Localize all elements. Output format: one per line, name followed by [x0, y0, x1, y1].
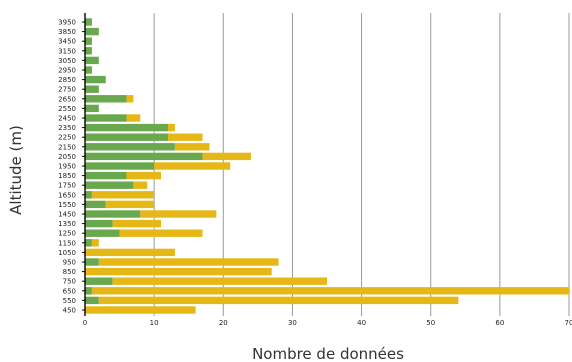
- x-axis-title: Nombre de données: [252, 345, 404, 362]
- bar-2450-series-2: [126, 114, 141, 122]
- bar-3450-series-1: [85, 37, 92, 45]
- bar-1550-series-1: [85, 200, 106, 209]
- bars: [85, 18, 570, 314]
- bar-1050-series-2: [85, 248, 175, 257]
- y-tick-label: 650: [63, 287, 76, 295]
- bar-1850-series-1: [85, 171, 127, 180]
- grid-lines: [153, 13, 570, 316]
- bar-1650-series-2: [91, 191, 155, 199]
- x-tick-label: 20: [219, 319, 228, 327]
- y-tick-label: 1750: [58, 182, 76, 190]
- bar-2150-series-2: [174, 143, 210, 151]
- y-tick-label: 3050: [58, 57, 76, 65]
- bar-1150-series-2: [91, 239, 99, 247]
- bar-2350-series-1: [85, 123, 168, 132]
- y-axis-title: Altitude (m): [7, 125, 25, 215]
- x-tick-label: 40: [357, 319, 366, 327]
- bar-3850-series-1: [85, 27, 99, 36]
- y-tick-label: 2550: [58, 105, 76, 113]
- x-tick-label: 50: [426, 319, 435, 327]
- x-tick-label: 0: [83, 319, 87, 327]
- bar-3050-series-1: [85, 56, 99, 65]
- bar-2550-series-1: [85, 104, 99, 113]
- y-tick-label: 1050: [58, 249, 76, 257]
- y-tick-label: 1650: [58, 191, 76, 199]
- bar-1550-series-2: [105, 200, 155, 209]
- bar-1350-series-1: [85, 219, 113, 228]
- y-tick-label: 2450: [58, 115, 76, 123]
- bar-1850-series-2: [126, 171, 162, 180]
- bar-750-series-1: [85, 277, 113, 285]
- bar-2050-series-1: [85, 152, 203, 161]
- y-tick-label: 1150: [58, 239, 76, 247]
- bar-2350-series-2: [167, 123, 175, 132]
- bar-3950-series-1: [85, 18, 92, 26]
- x-tick-label: 70: [565, 319, 572, 327]
- bar-650-series-2: [91, 287, 570, 295]
- bar-1650-series-1: [85, 191, 92, 199]
- bar-2650-series-2: [126, 95, 134, 103]
- y-tick-label: 3450: [58, 38, 76, 46]
- tick-labels: 0 10 20 30 40 50 60 704505506507508509501050115…: [58, 19, 572, 328]
- y-tick-label: 450: [63, 307, 76, 315]
- y-tick-label: 550: [63, 297, 76, 305]
- bar-2850-series-1: [85, 75, 106, 84]
- bar-550-series-1: [85, 296, 99, 305]
- bar-750-series-2: [112, 277, 328, 285]
- bar-650-series-1: [85, 287, 92, 295]
- y-tick-label: 1450: [58, 211, 76, 219]
- bar-1450-series-1: [85, 210, 141, 218]
- y-tick-label: 950: [63, 259, 76, 267]
- y-tick-label: 2650: [58, 95, 76, 103]
- y-tick-label: 750: [63, 278, 76, 286]
- bar-1150-series-1: [85, 239, 92, 247]
- y-tick-label: 1250: [58, 230, 76, 238]
- y-tick-label: 2950: [58, 67, 76, 75]
- bar-450-series-2: [85, 306, 196, 314]
- y-tick-label: 2850: [58, 76, 76, 84]
- x-tick-label: 60: [495, 319, 504, 327]
- bar-2250-series-1: [85, 133, 168, 141]
- bar-2450-series-1: [85, 114, 127, 122]
- y-tick-label: 1550: [58, 201, 76, 209]
- y-tick-label: 1350: [58, 220, 76, 228]
- y-tick-label: 2250: [58, 134, 76, 142]
- bar-1450-series-2: [140, 210, 217, 218]
- y-tick-label: 2150: [58, 143, 76, 151]
- bar-2050-series-2: [202, 152, 251, 161]
- y-tick-label: 3850: [58, 28, 76, 36]
- bar-1950-series-1: [85, 162, 155, 170]
- x-tick-label: 10: [150, 319, 159, 327]
- x-tick-label: 30: [288, 319, 297, 327]
- bar-550-series-2: [98, 296, 459, 305]
- bar-950-series-2: [98, 258, 279, 266]
- bar-1750-series-2: [133, 181, 148, 189]
- bar-1950-series-2: [154, 162, 231, 170]
- y-tick-label: 1850: [58, 172, 76, 180]
- bar-850-series-2: [85, 267, 272, 276]
- y-tick-label: 850: [63, 268, 76, 276]
- axes: [82, 13, 86, 316]
- bar-2750-series-1: [85, 85, 99, 93]
- y-tick-label: 2050: [58, 153, 76, 161]
- y-tick-label: 2350: [58, 124, 76, 132]
- bar-1350-series-2: [112, 219, 162, 228]
- bar-2150-series-1: [85, 143, 175, 151]
- bar-950-series-1: [85, 258, 99, 266]
- bar-1250-series-2: [119, 229, 203, 237]
- bar-1750-series-1: [85, 181, 134, 189]
- bar-2950-series-1: [85, 66, 92, 74]
- y-tick-label: 1950: [58, 163, 76, 171]
- y-tick-label: 2750: [58, 86, 76, 94]
- y-tick-label: 3950: [58, 19, 76, 27]
- bar-1250-series-1: [85, 229, 120, 237]
- bar-3150-series-1: [85, 47, 92, 55]
- bar-2250-series-2: [167, 133, 203, 141]
- bar-2650-series-1: [85, 95, 127, 103]
- y-tick-label: 3150: [58, 47, 76, 55]
